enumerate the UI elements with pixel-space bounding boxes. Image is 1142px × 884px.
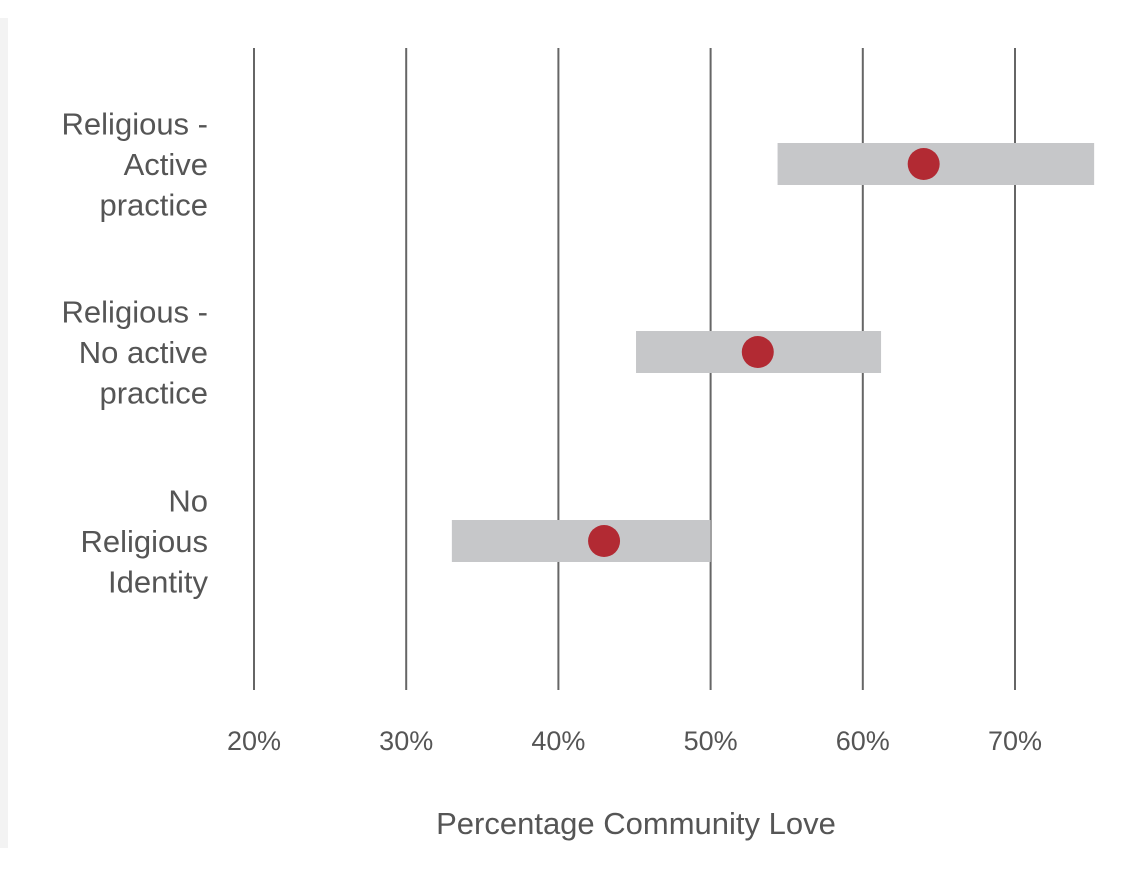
x-tick-label: 50% bbox=[684, 726, 738, 756]
category-labels: Religious - Active practice Religious - No a… bbox=[62, 107, 209, 600]
x-tick-label: 70% bbox=[988, 726, 1042, 756]
x-tick-label: 30% bbox=[379, 726, 433, 756]
range-bar bbox=[451, 520, 711, 562]
x-axis-title: Percentage Community Love bbox=[436, 806, 836, 841]
category-label-line: No bbox=[168, 484, 208, 519]
category-label-line: Religious bbox=[80, 524, 208, 559]
x-tick-label: 40% bbox=[531, 726, 585, 756]
x-tick-labels: 20% 30% 40% 50% 60% 70% bbox=[227, 726, 1042, 756]
category-label-line: No active bbox=[79, 335, 208, 370]
estimate-point bbox=[588, 525, 621, 557]
estimate-point bbox=[741, 336, 774, 368]
estimate-points bbox=[588, 148, 940, 557]
x-tick-label: 20% bbox=[227, 726, 281, 756]
category-label-line: practice bbox=[99, 376, 208, 411]
left-edge-rule bbox=[0, 18, 8, 848]
category-label-line: Identity bbox=[108, 565, 208, 600]
category-label-line: Active bbox=[124, 147, 208, 182]
x-tick-label: 60% bbox=[836, 726, 890, 756]
category-label-line: Religious - bbox=[62, 107, 208, 142]
category-label-line: Religious - bbox=[62, 295, 208, 330]
category-label-line: practice bbox=[99, 188, 208, 223]
estimate-point bbox=[907, 148, 940, 180]
